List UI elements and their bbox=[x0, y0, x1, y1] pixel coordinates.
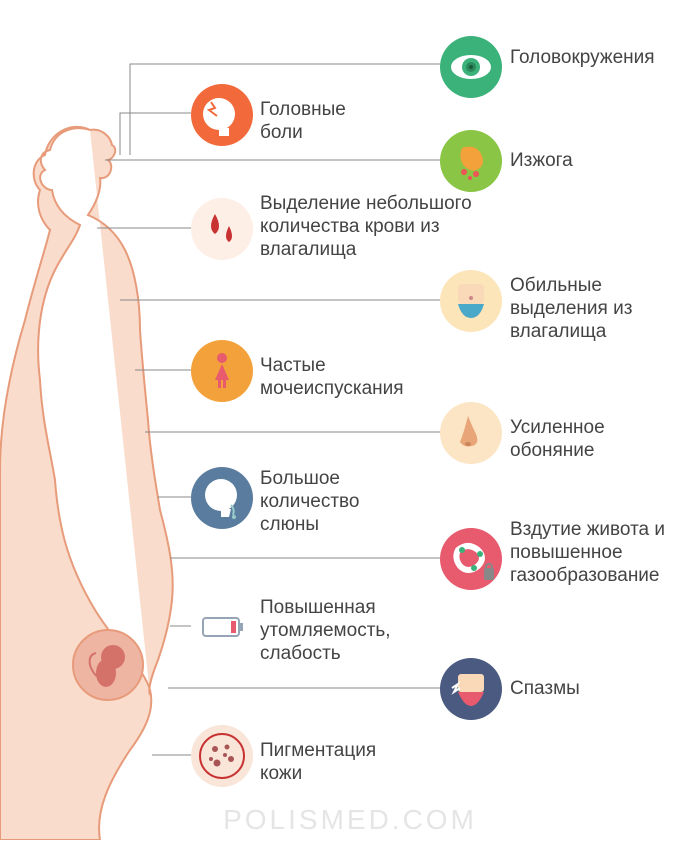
fatigue-label: Повышенная утомляемость, слабость bbox=[260, 597, 430, 665]
urination-icon bbox=[191, 340, 253, 402]
blood-label: Выделение небольшого количества крови из… bbox=[260, 193, 490, 261]
discharge-icon bbox=[440, 270, 502, 332]
saliva-icon bbox=[191, 467, 253, 529]
dizziness-label: Головокружения bbox=[510, 47, 690, 70]
pigmentation-label: Пигментация кожи bbox=[260, 740, 420, 786]
discharge-label: Обильные выделения из влагалища bbox=[510, 275, 680, 343]
headache-icon bbox=[191, 84, 253, 146]
cramps-label: Спазмы bbox=[510, 678, 660, 701]
bloating-icon bbox=[440, 528, 502, 590]
heartburn-label: Изжога bbox=[510, 150, 660, 173]
blood-icon bbox=[191, 198, 253, 260]
smell-icon bbox=[440, 402, 502, 464]
fatigue-icon bbox=[191, 596, 253, 658]
dizziness-icon bbox=[440, 36, 502, 98]
urination-label: Частые мочеиспускания bbox=[260, 355, 440, 401]
fetus-inset bbox=[68, 625, 148, 705]
bloating-label: Вздутие живота и повышенное газообразова… bbox=[510, 519, 690, 587]
headache-label: Головные боли bbox=[260, 99, 390, 145]
heartburn-icon bbox=[440, 130, 502, 192]
smell-label: Усиленное обоняние bbox=[510, 417, 670, 463]
watermark: POLISMED.COM bbox=[223, 804, 477, 836]
cramps-icon bbox=[440, 658, 502, 720]
pigmentation-icon bbox=[191, 725, 253, 787]
saliva-label: Большое количество слюны bbox=[260, 468, 410, 536]
